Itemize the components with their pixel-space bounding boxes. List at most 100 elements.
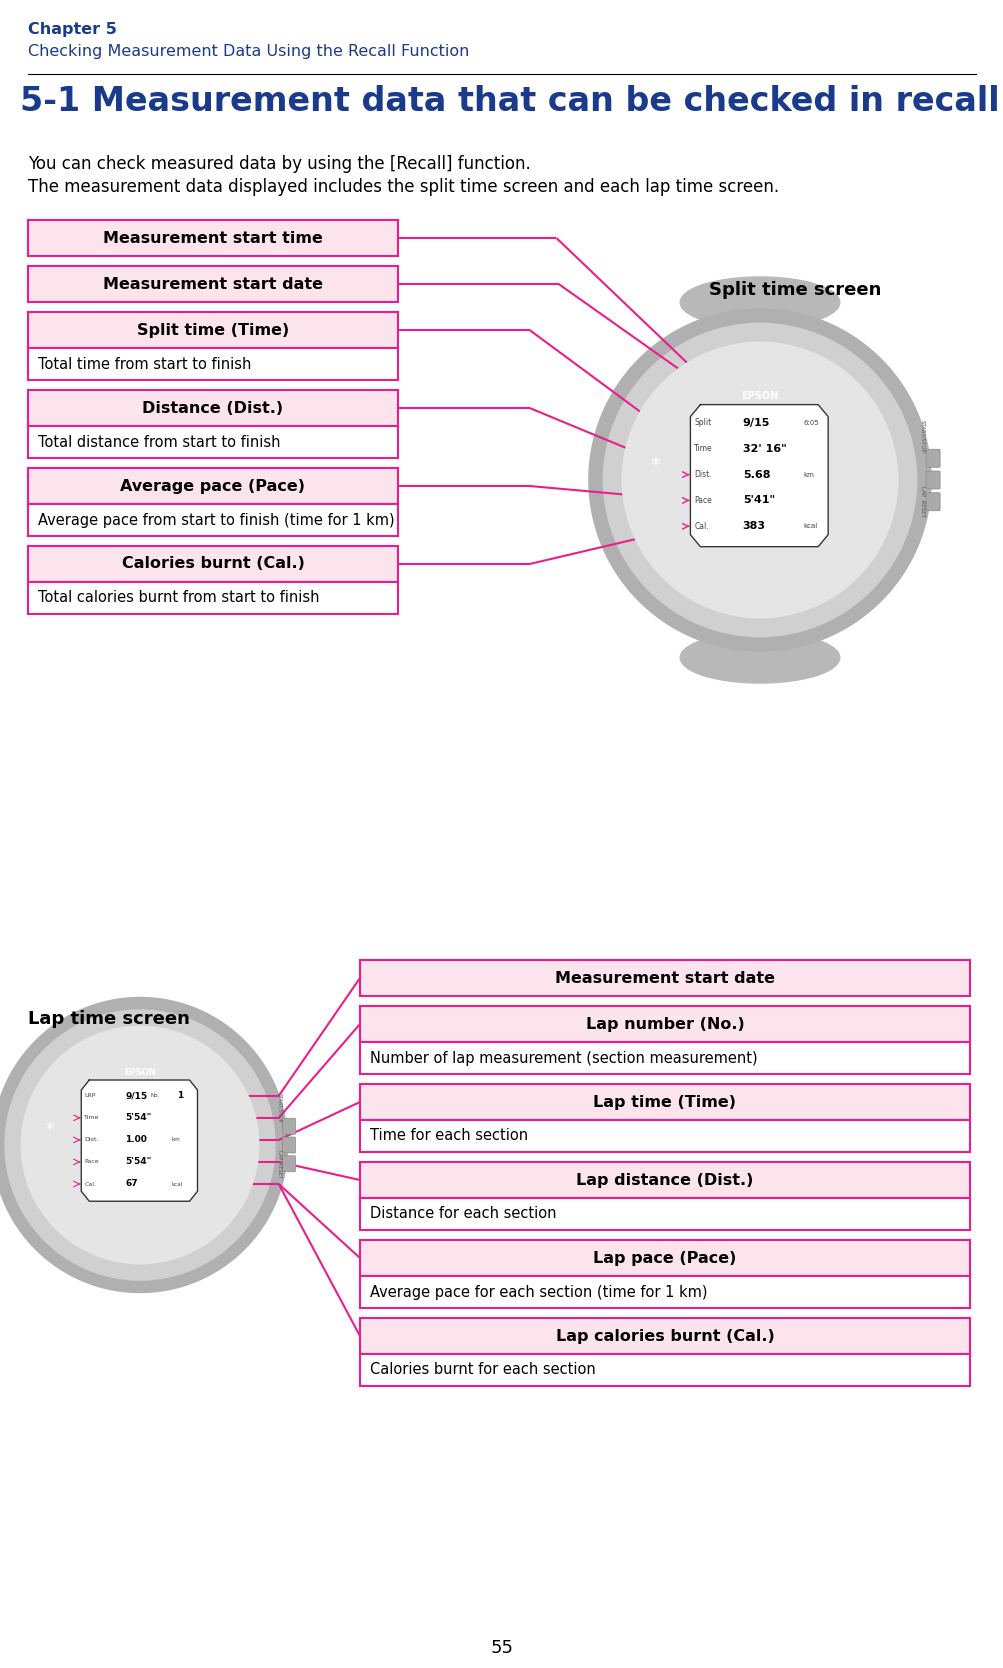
Text: 6:05: 6:05: [802, 420, 818, 425]
FancyBboxPatch shape: [360, 1163, 969, 1198]
Text: You can check measured data by using the [Recall] function.: You can check measured data by using the…: [28, 155, 531, 173]
FancyBboxPatch shape: [282, 1118, 295, 1134]
Text: Split time screen: Split time screen: [708, 280, 881, 299]
Text: Dist.: Dist.: [694, 470, 711, 479]
Polygon shape: [680, 277, 839, 327]
Text: 9/15: 9/15: [125, 1091, 147, 1101]
Text: Lap time screen: Lap time screen: [28, 1011, 190, 1027]
Text: Total time from start to finish: Total time from start to finish: [38, 357, 251, 372]
Text: 5.68: 5.68: [742, 470, 769, 480]
Text: Average pace for each section (time for 1 km): Average pace for each section (time for …: [370, 1284, 707, 1299]
Text: 5'41": 5'41": [742, 495, 774, 505]
Text: Lap pace (Pace): Lap pace (Pace): [593, 1251, 736, 1266]
Text: Distance (Dist.): Distance (Dist.): [142, 400, 283, 415]
FancyBboxPatch shape: [282, 1156, 295, 1171]
Polygon shape: [81, 1079, 198, 1201]
Text: The measurement data displayed includes the split time screen and each lap time : The measurement data displayed includes …: [28, 178, 778, 197]
Polygon shape: [680, 632, 839, 682]
Text: EPSON: EPSON: [124, 1068, 155, 1078]
Text: 67: 67: [125, 1179, 138, 1189]
Text: Cal.: Cal.: [694, 522, 708, 530]
Text: START/STOP: START/STOP: [919, 420, 924, 454]
Text: Chapter 5: Chapter 5: [28, 22, 116, 37]
FancyBboxPatch shape: [28, 349, 397, 380]
FancyBboxPatch shape: [925, 470, 939, 489]
Text: Calories burnt (Cal.): Calories burnt (Cal.): [121, 557, 304, 572]
Text: 9/15: 9/15: [742, 419, 769, 429]
FancyBboxPatch shape: [282, 1138, 295, 1153]
FancyBboxPatch shape: [360, 1354, 969, 1386]
FancyBboxPatch shape: [360, 1276, 969, 1308]
FancyBboxPatch shape: [360, 961, 969, 996]
Polygon shape: [0, 997, 287, 1293]
Text: *: *: [46, 1121, 54, 1139]
FancyBboxPatch shape: [360, 1084, 969, 1119]
FancyBboxPatch shape: [28, 390, 397, 425]
FancyBboxPatch shape: [28, 469, 397, 504]
FancyBboxPatch shape: [360, 1042, 969, 1074]
Text: 5-1 Measurement data that can be checked in recall: 5-1 Measurement data that can be checked…: [20, 85, 999, 118]
FancyBboxPatch shape: [28, 582, 397, 614]
FancyBboxPatch shape: [360, 1119, 969, 1153]
FancyBboxPatch shape: [360, 1006, 969, 1042]
Text: Time: Time: [84, 1116, 99, 1121]
Polygon shape: [5, 1011, 275, 1279]
FancyBboxPatch shape: [28, 425, 397, 459]
FancyBboxPatch shape: [360, 1239, 969, 1276]
FancyBboxPatch shape: [925, 492, 939, 510]
FancyBboxPatch shape: [28, 545, 397, 582]
Text: Pace: Pace: [84, 1159, 98, 1164]
Text: No.: No.: [150, 1093, 159, 1098]
Text: Number of lap measurement (section measurement): Number of lap measurement (section measu…: [370, 1051, 757, 1066]
Text: START/STOP: START/STOP: [277, 1093, 282, 1123]
Text: Measurement start date: Measurement start date: [103, 277, 323, 292]
Text: Distance for each section: Distance for each section: [370, 1206, 556, 1221]
Text: Measurement start date: Measurement start date: [555, 971, 774, 986]
Text: 32' 16": 32' 16": [742, 444, 785, 454]
Text: Split: Split: [694, 419, 711, 427]
Polygon shape: [589, 309, 930, 651]
FancyBboxPatch shape: [28, 220, 397, 255]
Text: km: km: [802, 472, 813, 477]
Text: 1.00: 1.00: [125, 1136, 147, 1144]
Text: Dist.: Dist.: [84, 1138, 98, 1143]
Text: EPSON: EPSON: [740, 390, 778, 400]
Text: Lap distance (Dist.): Lap distance (Dist.): [576, 1173, 753, 1188]
Text: Cal.: Cal.: [84, 1181, 96, 1186]
Text: Lap time (Time): Lap time (Time): [593, 1094, 736, 1109]
Text: Time: Time: [694, 444, 712, 454]
Text: 1: 1: [177, 1091, 183, 1101]
Text: LAP  RESET: LAP RESET: [277, 1149, 282, 1178]
Text: Pace: Pace: [694, 495, 711, 505]
Text: Split time (Time): Split time (Time): [136, 322, 289, 337]
Text: Checking Measurement Data Using the Recall Function: Checking Measurement Data Using the Reca…: [28, 43, 469, 58]
Polygon shape: [603, 324, 916, 637]
Text: *: *: [650, 455, 660, 475]
Polygon shape: [690, 405, 827, 547]
Text: Lap number (No.): Lap number (No.): [585, 1016, 743, 1031]
FancyBboxPatch shape: [360, 1318, 969, 1354]
Text: km: km: [172, 1138, 181, 1143]
Text: 5'54": 5'54": [125, 1158, 151, 1166]
Text: Lap calories burnt (Cal.): Lap calories burnt (Cal.): [555, 1328, 773, 1343]
Text: 55: 55: [490, 1640, 513, 1656]
Text: kcal: kcal: [802, 524, 816, 529]
Text: Time for each section: Time for each section: [370, 1129, 528, 1144]
Text: Average pace (Pace): Average pace (Pace): [120, 479, 305, 494]
FancyBboxPatch shape: [28, 265, 397, 302]
Polygon shape: [21, 1026, 259, 1264]
Text: Average pace from start to finish (time for 1 km): Average pace from start to finish (time …: [38, 512, 394, 527]
FancyBboxPatch shape: [360, 1198, 969, 1229]
Text: LAP  RESET: LAP RESET: [919, 487, 924, 517]
FancyBboxPatch shape: [28, 312, 397, 349]
Text: Total distance from start to finish: Total distance from start to finish: [38, 434, 280, 449]
Text: 5'54": 5'54": [125, 1113, 151, 1123]
Text: 383: 383: [742, 522, 765, 532]
Text: kcal: kcal: [172, 1181, 183, 1186]
Polygon shape: [622, 342, 897, 617]
Text: Calories burnt for each section: Calories burnt for each section: [370, 1363, 595, 1378]
FancyBboxPatch shape: [28, 504, 397, 535]
Text: Measurement start time: Measurement start time: [103, 230, 323, 245]
FancyBboxPatch shape: [925, 449, 939, 467]
Text: Total calories burnt from start to finish: Total calories burnt from start to finis…: [38, 590, 319, 605]
